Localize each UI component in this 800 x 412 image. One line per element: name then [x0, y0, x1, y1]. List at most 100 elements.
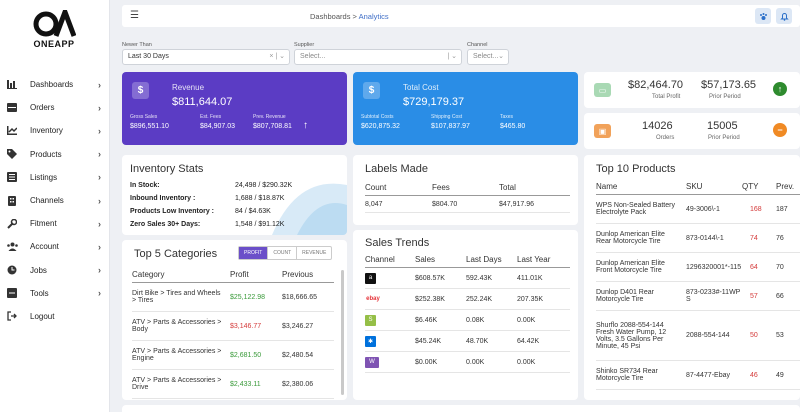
scrollbar[interactable] — [341, 270, 344, 395]
column-header[interactable]: SKU — [686, 182, 742, 195]
channel-placeholder: Select... — [473, 53, 499, 60]
column-header[interactable]: Name — [596, 182, 686, 195]
breadcrumb-separator: > — [350, 12, 359, 21]
table-row[interactable]: Dirt Bike > Tires and Wheels > Tires $25… — [132, 282, 334, 312]
subtotal-costs-value: $620,875.32 — [361, 123, 400, 130]
top5-tabs: PROFIT COUNT REVENUE — [238, 246, 333, 260]
channel-select[interactable]: Select... ⌄ — [467, 49, 509, 65]
column-header[interactable]: Profit — [230, 270, 282, 283]
table-row[interactable]: ebay $252.38K 252.24K 207.35K — [365, 288, 570, 310]
column-header[interactable]: Last Days — [466, 255, 517, 268]
column-header[interactable]: QTY — [742, 182, 776, 195]
sidebar-item-inventory[interactable]: Inventory › — [0, 119, 110, 142]
inventory-row: Zero Sales 30+ Days: 1,548 / $91.12K — [130, 221, 285, 228]
cart-icon: ▣ — [594, 124, 611, 138]
top-bar: ☰ Dashboards > Analytics — [122, 5, 800, 27]
table-row[interactable]: Dunlop American Elite Front Motorcycle T… — [596, 252, 800, 282]
revenue-card: $ Revenue $811,644.07 Gross Sales $896,5… — [122, 72, 347, 145]
inventory-row: Inbound Inventory :1,688 / $18.87K — [130, 195, 285, 202]
table-row[interactable]: ATV > Parts & Accessories > Drive $2,433… — [132, 369, 334, 399]
gross-sales-label: Gross Sales — [130, 114, 158, 120]
chevron-down-icon: ⌄ — [498, 53, 504, 60]
table-row[interactable]: ✱ $45.24K 48.70K 64.42K — [365, 330, 570, 352]
arrow-up-circle-icon: ↑ — [773, 82, 787, 96]
sidebar-item-label: Inventory — [30, 126, 63, 136]
sidebar-item-jobs[interactable]: Jobs › — [0, 259, 110, 282]
shipping-cost-label: Shipping Cost — [431, 114, 463, 120]
tab-count[interactable]: COUNT — [268, 247, 298, 259]
hamburger-menu-icon[interactable]: ☰ — [130, 10, 139, 21]
sidebar-item-label: Dashboards — [30, 80, 74, 90]
est-fees-value: $84,907.03 — [200, 123, 236, 130]
sidebar-item-channels[interactable]: Channels › — [0, 189, 110, 212]
breadcrumb-parent[interactable]: Dashboards — [310, 12, 351, 21]
gross-sales-value: $896,551.10 — [130, 123, 169, 130]
sales-trends-card: Sales Trends Channel Sales Last Days Las… — [353, 230, 578, 400]
labels-made-card: Labels Made Count Fees Total 8,047 $804.… — [353, 155, 578, 225]
orders-icon — [6, 102, 18, 114]
table-row[interactable]: Dunlop American Elite Rear Motorcycle Ti… — [596, 223, 800, 253]
table-row: 8,047 $804.70 $47,917.96 — [365, 195, 570, 213]
table-row[interactable]: WPS Non-Sealed Battery Electrolyte Pack … — [596, 194, 800, 224]
prior-orders-value: 15005 — [707, 120, 738, 132]
table-row[interactable]: ATV > Parts & Accessories > Engine $2,68… — [132, 340, 334, 370]
column-header[interactable]: Channel — [365, 255, 415, 268]
column-header[interactable]: Count — [365, 183, 432, 196]
tag-icon — [6, 148, 18, 160]
oneapp-logo-icon — [33, 10, 76, 37]
column-header[interactable]: Previous — [282, 270, 334, 283]
column-header[interactable]: Fees — [432, 183, 499, 196]
brand-logo[interactable]: ONEAPP — [28, 10, 80, 52]
column-header[interactable]: Prev. — [776, 182, 800, 195]
table-row[interactable]: a $608.57K 592.43K 411.01K — [365, 267, 570, 289]
paw-icon — [759, 12, 767, 20]
table-row[interactable]: ATV > Parts & Accessories > Body $3,146.… — [132, 311, 334, 341]
amazon-icon: a — [365, 272, 376, 284]
orders-value: 14026 — [642, 120, 673, 132]
sidebar-item-orders[interactable]: Orders › — [0, 96, 110, 119]
paw-button[interactable] — [755, 8, 771, 24]
sidebar-item-listings[interactable]: Listings › — [0, 166, 110, 189]
sidebar-item-tools[interactable]: Tools › — [0, 282, 110, 305]
table-row[interactable]: W $0.00K 0.00K 0.00K — [365, 351, 570, 373]
shopify-icon: S — [365, 314, 376, 326]
sidebar-item-dashboards[interactable]: Dashboards › — [0, 73, 110, 96]
table-row[interactable]: Shinko SR734 Rear Motorcycle Tire 87-447… — [596, 360, 800, 390]
supplier-select[interactable]: Select... | ⌄ — [294, 49, 462, 65]
newer-than-select[interactable]: Last 30 Days × | ⌄ — [122, 49, 290, 65]
column-header[interactable]: Sales — [415, 255, 466, 268]
clock-icon — [6, 264, 18, 276]
sidebar-item-products[interactable]: Products › — [0, 143, 110, 166]
clear-chevron-icon[interactable]: × | ⌄ — [269, 53, 285, 60]
supplier-placeholder: Select... — [300, 53, 326, 60]
chevron-right-icon: › — [98, 265, 101, 276]
table-row[interactable]: Dunlop D401 Rear Motorcycle Tire 873-023… — [596, 281, 800, 311]
sidebar-item-fitment[interactable]: Fitment › — [0, 212, 110, 235]
labels-made-table: Count Fees Total 8,047 $804.70 $47,917.9… — [365, 183, 570, 213]
orders-label: Orders — [656, 135, 675, 141]
notifications-button[interactable] — [776, 8, 792, 24]
sidebar-item-label: Orders — [30, 103, 55, 113]
chevron-down-icon: | ⌄ — [447, 53, 457, 60]
table-row[interactable]: Shurflo 2088-554-144 Fresh Water Pump, 1… — [596, 310, 800, 361]
tab-profit[interactable]: PROFIT — [239, 247, 269, 259]
tab-revenue[interactable]: REVENUE — [302, 250, 327, 256]
prev-revenue-value: $807,708.81 — [253, 123, 292, 130]
total-profit-label: Total Profit — [652, 94, 681, 100]
column-header[interactable]: Category — [132, 270, 230, 283]
top5-table: Category Profit Previous Dirt Bike > Tir… — [132, 270, 334, 399]
sidebar-item-account[interactable]: Account › — [0, 235, 110, 258]
column-header[interactable]: Total — [499, 183, 570, 196]
channels-icon — [6, 195, 18, 207]
walmart-icon: ✱ — [365, 335, 376, 347]
sidebar-item-logout[interactable]: Logout — [0, 305, 110, 328]
revenue-title: Revenue — [172, 83, 205, 92]
dollar-icon: $ — [363, 82, 380, 99]
labels-made-title: Labels Made — [365, 163, 428, 175]
taxes-value: $465.80 — [500, 123, 526, 130]
column-header[interactable]: Last Year — [517, 255, 570, 268]
prev-revenue-label: Prev. Revenue — [253, 114, 286, 120]
table-row[interactable]: S $6.46K 0.08K 0.00K — [365, 309, 570, 331]
ebay-icon: ebay — [365, 293, 381, 305]
sidebar-item-label: Jobs — [30, 265, 47, 275]
